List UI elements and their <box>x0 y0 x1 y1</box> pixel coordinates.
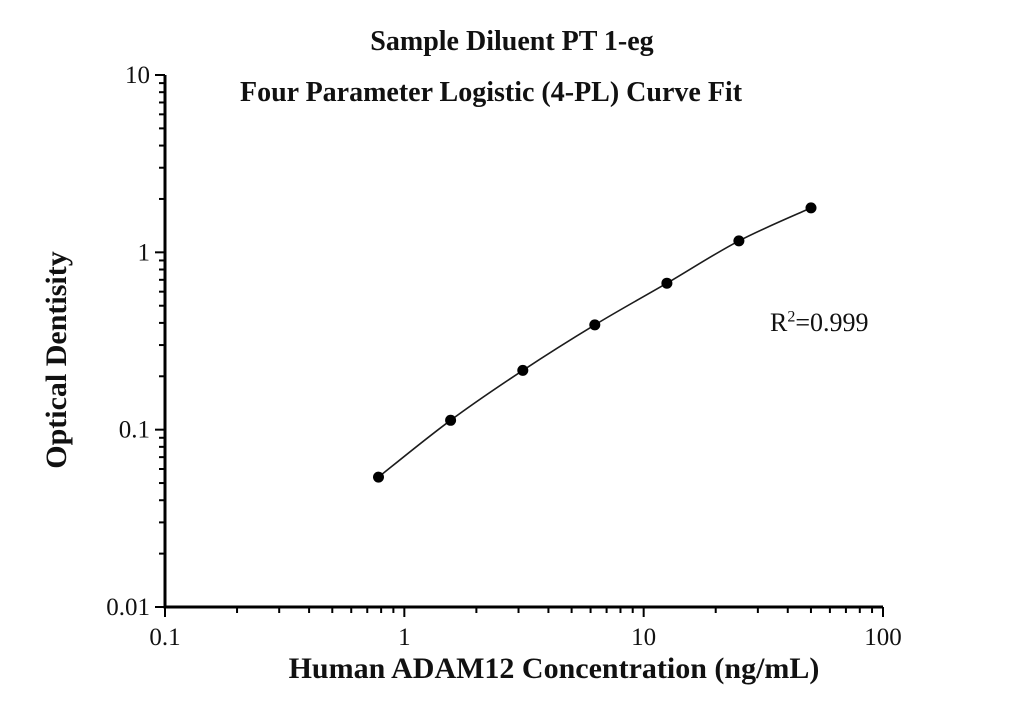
r-squared-value: =0.999 <box>795 308 869 337</box>
y-tick-label: 0.1 <box>119 417 150 444</box>
data-point <box>733 235 745 247</box>
x-tick-label: 0.1 <box>149 624 180 651</box>
data-point <box>373 471 384 483</box>
fit-curve <box>378 207 812 478</box>
x-tick-label: 100 <box>864 624 902 651</box>
r-squared-exponent: 2 <box>787 308 796 326</box>
data-point <box>661 277 673 289</box>
x-axis-label: Human ADAM12 Concentration (ng/mL) <box>288 652 820 685</box>
r-squared-annotation: R2=0.999 <box>770 308 869 338</box>
data-point <box>805 202 817 214</box>
y-tick-label: 1 <box>138 239 151 266</box>
chart-title: Sample Diluent PT 1-eg <box>370 26 654 57</box>
data-point <box>517 364 529 376</box>
y-tick-label: 0.01 <box>106 594 150 621</box>
r-squared-base: R <box>770 308 788 337</box>
chart-subtitle: Four Parameter Logistic (4-PL) Curve Fit <box>239 77 743 108</box>
y-axis-label: Optical Dentisity <box>40 251 73 469</box>
x-tick-label: 1 <box>398 624 411 651</box>
x-tick-label: 10 <box>631 624 656 651</box>
y-tick-label: 10 <box>125 62 150 89</box>
data-point <box>445 414 457 426</box>
data-point <box>589 319 601 331</box>
